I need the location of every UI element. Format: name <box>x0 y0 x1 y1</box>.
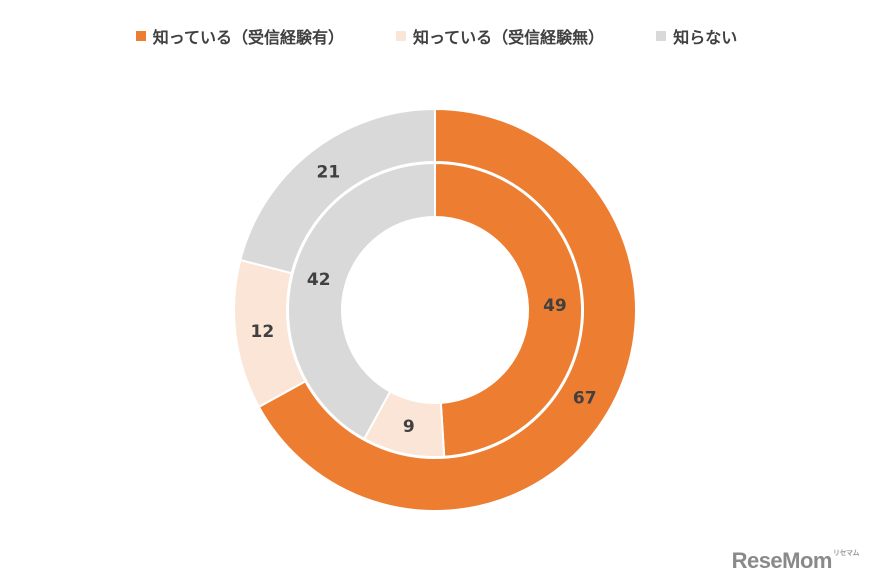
legend-item-not-received: 知っている（受信経験無） <box>395 24 605 48</box>
outer-label-unaware: 21 <box>317 163 341 183</box>
legend-swatch-unaware <box>656 31 667 41</box>
inner-slice-unaware <box>287 161 436 441</box>
inner-label-not-received: 9 <box>403 417 415 437</box>
legend-label-received: 知っている（受信経験有） <box>152 28 344 47</box>
outer-label-not-received: 12 <box>251 322 275 342</box>
legend-swatch-received <box>135 31 146 41</box>
legend-label-not-received: 知っている（受信経験無） <box>412 28 605 47</box>
legend-swatch-not-received <box>395 31 406 41</box>
inner-slice-received <box>434 161 583 458</box>
resemom-logo-text: ReseMom <box>731 548 833 573</box>
legend-label-unaware: 知らない <box>673 28 738 47</box>
inner-label-received: 49 <box>543 296 567 316</box>
legend-item-unaware: 知らない <box>656 24 737 48</box>
chart-legend: 知っている（受信経験有） 知っている（受信経験無） 知らない <box>0 24 873 48</box>
inner-label-unaware: 42 <box>307 270 331 290</box>
resemom-logo-kana: リセマム <box>833 550 860 557</box>
outer-label-received: 67 <box>573 389 597 409</box>
resemom-logo: ReseMomリセマム <box>731 548 860 574</box>
legend-item-received: 知っている（受信経験有） <box>135 24 344 48</box>
